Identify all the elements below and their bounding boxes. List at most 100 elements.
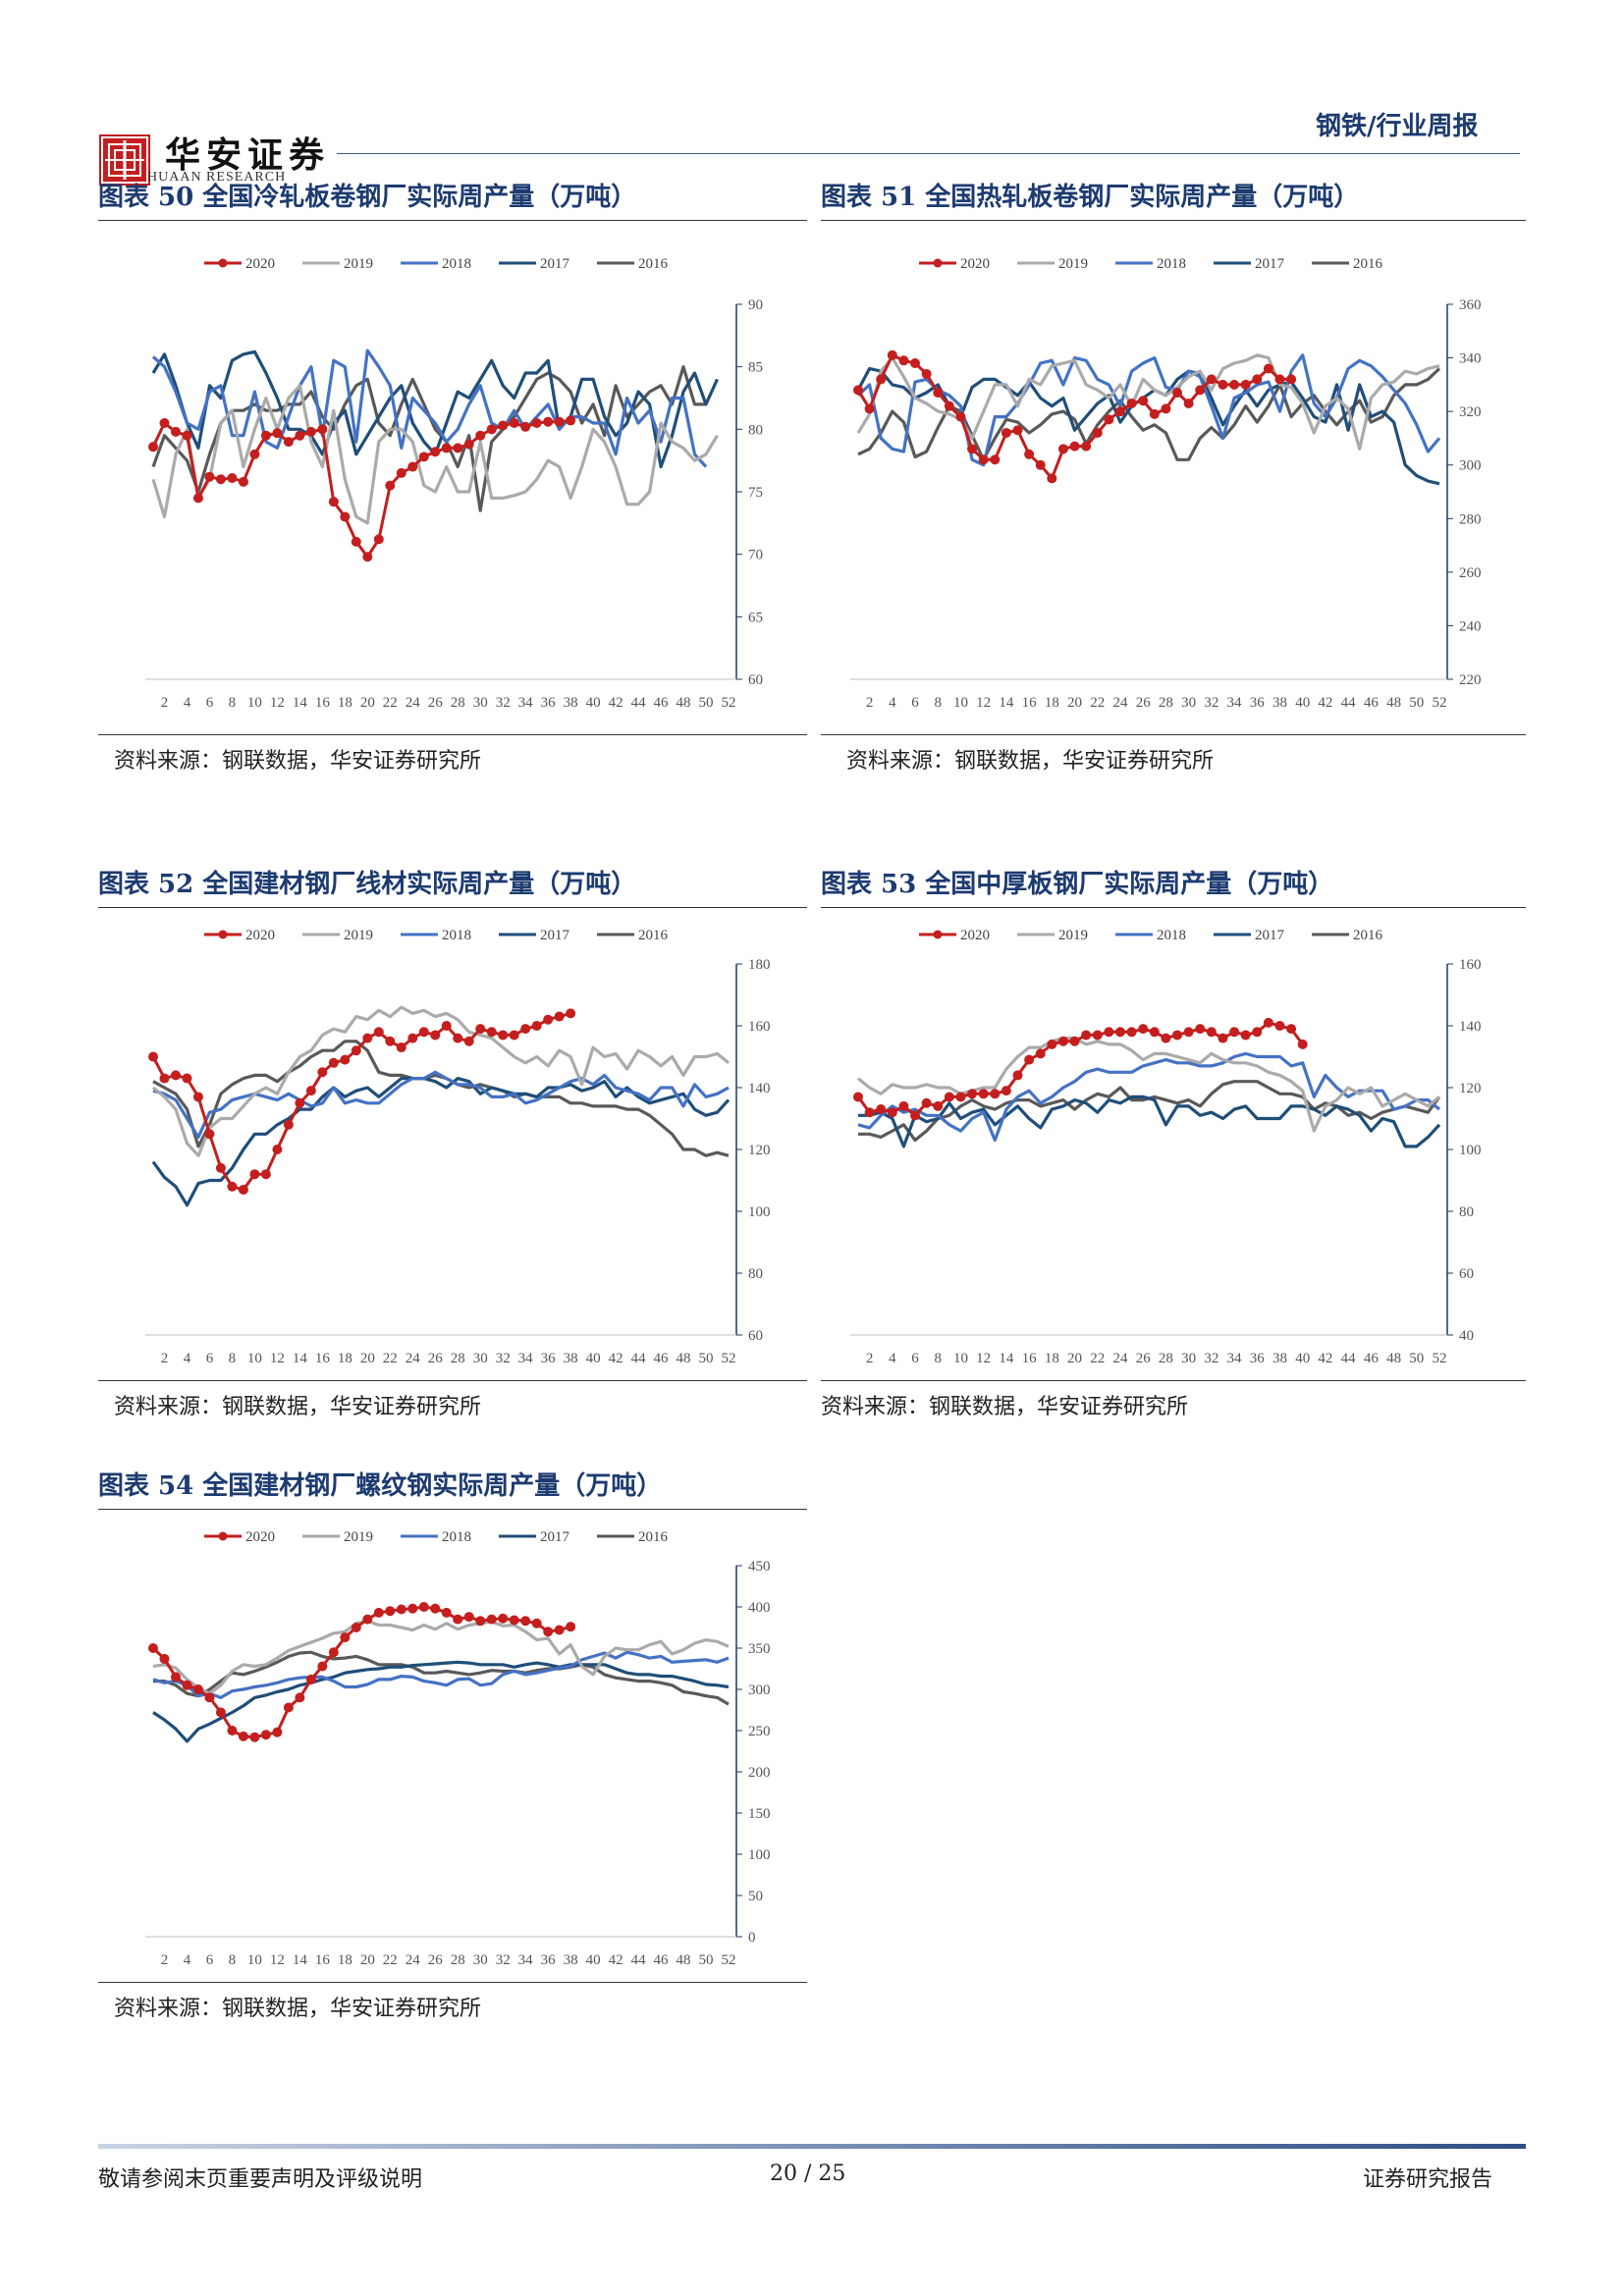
legend-marker-2020 [933,930,943,939]
legend-label-2017: 2017 [540,1529,570,1545]
data-point-2020 [1035,1048,1046,1059]
x-tick-label: 28 [451,1351,465,1366]
x-tick-label: 18 [338,1351,352,1366]
x-tick-label: 12 [270,1351,285,1366]
x-tick-label: 32 [1204,695,1218,711]
data-point-2020 [1057,444,1068,454]
series-line-2019 [152,1619,730,1695]
data-point-2020 [351,536,361,547]
data-point-2020 [295,430,305,441]
x-tick-label: 28 [1159,1351,1173,1366]
legend-label-2016: 2016 [638,1529,669,1545]
x-tick-label: 14 [293,695,308,711]
data-point-2020 [227,1726,238,1735]
series-line-2018 [152,1650,730,1699]
data-point-2020 [486,424,497,435]
data-point-2020 [853,385,863,396]
series-line-2016 [857,367,1441,461]
data-point-2020 [1218,379,1228,390]
data-point-2020 [215,1707,226,1718]
y-tick-label: 260 [1459,565,1482,581]
x-tick-label: 50 [1409,1351,1424,1366]
data-point-2020 [1047,1039,1057,1049]
data-point-2020 [543,416,554,427]
data-point-2020 [373,1027,384,1038]
data-point-2020 [554,1625,565,1635]
x-tick-label: 14 [293,1351,308,1366]
chart-panel-51: 图表 51 全国热轧板卷钢厂实际周产量（万吨） 2020 2019 2018 2017… [821,177,1526,785]
data-point-2020 [249,449,260,459]
y-tick-label: 60 [748,1328,763,1344]
data-point-2020 [1081,1030,1092,1041]
data-point-2020 [509,417,519,428]
series-line-2018 [152,1070,730,1139]
data-point-2020 [1047,473,1057,484]
legend-label-2018: 2018 [442,1529,471,1545]
x-tick-label: 30 [473,695,488,711]
x-tick-label: 12 [976,1351,991,1366]
data-point-2020 [1024,1054,1035,1065]
y-tick-label: 75 [748,485,763,501]
y-tick-label: 180 [748,957,771,973]
data-point-2020 [990,1089,1001,1099]
x-tick-label: 30 [473,1952,488,1968]
title-rule [98,1509,807,1510]
data-point-2020 [453,1614,463,1625]
x-tick-label: 24 [406,695,421,711]
x-tick-label: 42 [1318,695,1332,711]
x-tick-label: 24 [406,1351,421,1366]
x-tick-label: 10 [953,1351,968,1366]
x-tick-label: 16 [1022,695,1038,711]
data-point-2020 [182,1073,192,1084]
data-point-2020 [1001,427,1011,438]
data-point-2020 [463,439,474,450]
legend-label-2016: 2016 [638,928,669,943]
data-point-2020 [1001,1086,1011,1096]
data-point-2020 [362,1614,373,1625]
data-point-2020 [887,1107,897,1118]
y-tick-label: 160 [748,1019,771,1035]
x-tick-label: 14 [293,1952,308,1968]
x-tick-label: 4 [184,1952,191,1968]
data-point-2020 [260,430,271,441]
y-tick-label: 90 [748,297,763,313]
x-tick-label: 52 [722,1351,736,1366]
x-tick-label: 46 [654,695,670,711]
header-divider [337,153,1520,154]
x-tick-label: 52 [722,1952,736,1968]
data-point-2020 [1161,403,1171,414]
y-tick-label: 400 [748,1600,771,1616]
x-tick-label: 20 [1067,1351,1082,1366]
y-tick-label: 80 [1459,1204,1474,1220]
data-point-2020 [463,1036,474,1046]
data-point-2020 [1240,1030,1251,1041]
data-point-2020 [990,454,1001,465]
data-point-2020 [340,511,351,522]
x-tick-label: 34 [518,695,534,711]
data-point-2020 [192,1684,203,1694]
data-point-2020 [520,421,531,432]
x-tick-label: 4 [184,695,191,711]
legend-label-2016: 2016 [638,256,669,272]
data-point-2020 [1069,441,1080,452]
y-tick-label: 70 [748,548,763,563]
series-line-2019 [151,1005,731,1157]
data-point-2020 [430,447,441,457]
chart-source: 资料来源：钢联数据，华安证券研究所 [114,1997,482,2021]
x-tick-label: 22 [383,1351,398,1366]
data-point-2020 [933,388,944,399]
x-tick-label: 12 [270,1952,285,1968]
legend-label-2019: 2019 [344,1529,373,1545]
chart-panel-50: 图表 50 全国冷轧板卷钢厂实际周产量（万吨） 2020 2019 2018 2017… [98,177,807,785]
data-point-2020 [955,411,966,422]
series-line-2017 [858,1095,1441,1148]
data-point-2020 [475,1024,486,1035]
series-line-2018 [856,353,1441,467]
data-point-2020 [418,1602,429,1612]
title-rule [821,220,1526,221]
data-point-2020 [295,1692,305,1703]
y-tick-label: 60 [748,672,763,688]
data-point-2020 [351,1623,361,1632]
x-tick-label: 28 [451,695,465,711]
data-point-2020 [1104,414,1114,425]
